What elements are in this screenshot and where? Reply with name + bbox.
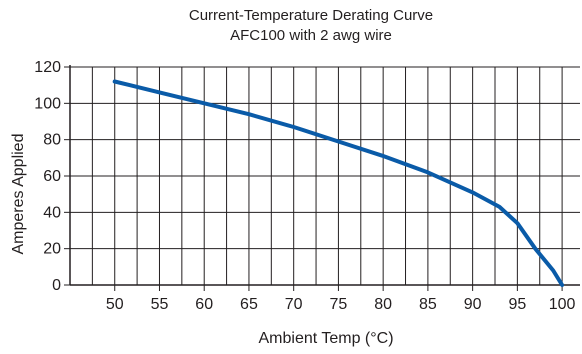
x-tick-label: 70 <box>285 296 303 313</box>
y-tick-label: 0 <box>52 277 61 294</box>
grid-lines <box>70 66 580 285</box>
x-tick-label: 50 <box>106 296 124 313</box>
chart-subtitle: AFC100 with 2 awg wire <box>230 27 392 44</box>
axes <box>64 65 580 291</box>
y-tick-label: 100 <box>34 95 61 112</box>
chart-title: Current-Temperature Derating Curve <box>188 7 434 24</box>
y-tick-labels: 0 20 40 60 80 100 120 <box>34 59 61 294</box>
x-tick-label: 55 <box>151 296 169 313</box>
y-tick-label: 20 <box>43 241 61 258</box>
x-tick-label: 100 <box>549 296 576 313</box>
x-axis-label: Ambient Temp (°C) <box>258 330 394 347</box>
x-tick-label: 60 <box>195 296 213 313</box>
x-tick-label: 65 <box>240 296 258 313</box>
y-tick-label: 60 <box>43 168 61 185</box>
y-tick-label: 120 <box>34 59 61 76</box>
x-tick-labels: 50 55 60 65 70 75 80 85 90 95 100 <box>106 296 576 313</box>
x-tick-label: 90 <box>464 296 482 313</box>
y-tick-label: 80 <box>43 132 61 149</box>
x-tick-label: 80 <box>374 296 392 313</box>
y-tick-label: 40 <box>43 204 61 221</box>
x-tick-label: 95 <box>508 296 526 313</box>
series-group <box>112 79 565 287</box>
x-tick-label: 85 <box>419 296 437 313</box>
x-tick-label: 75 <box>330 296 348 313</box>
derating-curve-line <box>112 79 565 287</box>
